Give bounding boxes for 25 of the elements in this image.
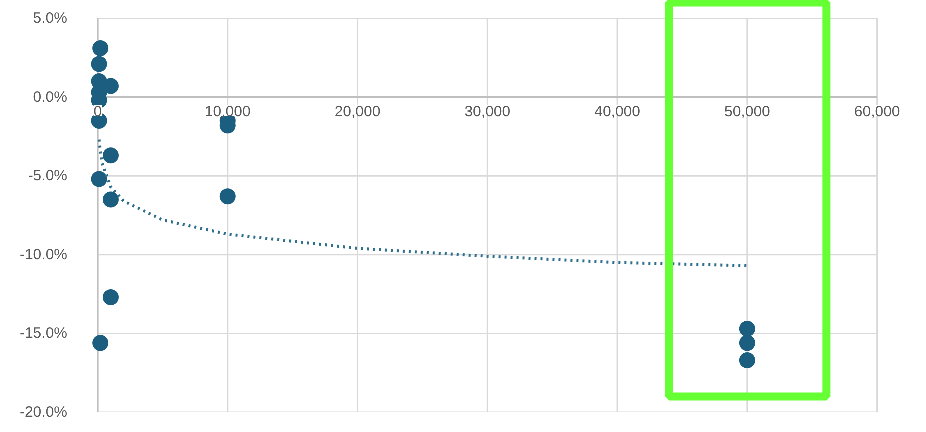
- y-tick-label: 5.0%: [33, 10, 68, 27]
- x-tick-label: 0: [94, 103, 102, 120]
- point: [220, 188, 236, 205]
- point: [102, 148, 119, 164]
- point: [92, 335, 109, 352]
- y-tick-label: -5.0%: [28, 168, 68, 185]
- point: [739, 320, 756, 337]
- point: [92, 40, 109, 56]
- line-series: [98, 138, 749, 268]
- point: [91, 56, 108, 72]
- y-tick-label: 0.0%: [33, 88, 68, 106]
- x-tick-label: 30,000: [464, 103, 511, 120]
- x-tick-label: 10,000: [204, 103, 251, 120]
- x-tick-label: 40,000: [594, 103, 640, 120]
- point: [102, 192, 119, 208]
- x-tick-label: 60,000: [854, 103, 900, 120]
- point: [91, 171, 108, 188]
- point: [739, 335, 756, 352]
- y-tick-label: -15.0%: [20, 325, 68, 342]
- y-tick-label: -20.0%: [20, 404, 68, 421]
- y-tick-label: -10.0%: [20, 246, 68, 264]
- x-tick-label: 20,000: [334, 103, 381, 120]
- point: [102, 289, 119, 306]
- x-tick-label: 50,000: [724, 103, 770, 120]
- point: [739, 352, 756, 368]
